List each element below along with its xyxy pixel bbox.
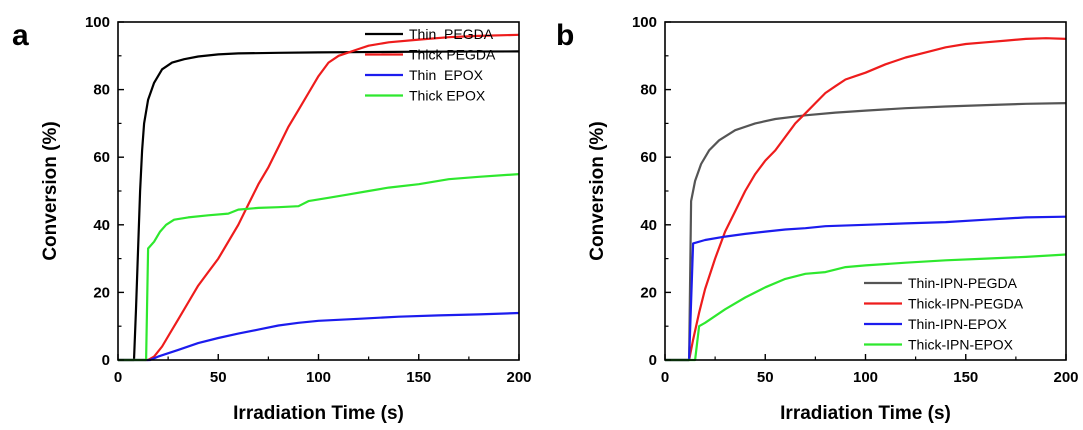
chart-b-x-tick-label-3: 150 (953, 369, 978, 386)
chart-a-x-tick-label-4: 200 (506, 369, 531, 386)
chart-b-y-tick-label-5: 100 (632, 14, 657, 31)
chart-b-y-tick-label-3: 60 (640, 149, 657, 166)
chart-a-x-axis-title: Irradiation Time (s) (233, 403, 404, 424)
chart-a-y-tick-label-1: 20 (93, 284, 110, 301)
chart-a-y-axis-title: Conversion (%) (40, 121, 61, 260)
chart-b-legend-label-0: Thin-IPN-PEGDA (908, 275, 1018, 291)
chart-a-legend: Thin PEGDA Thick PEGDA Thin EPOX Thick EPOX (365, 26, 496, 104)
chart-a-series-line-2 (118, 311, 520, 362)
chart-b-y-tick-label-4: 80 (640, 82, 657, 99)
chart-b-y-tick-label-2: 40 (640, 217, 657, 234)
chart-a-panel-letter: a (12, 19, 29, 52)
chart-b-series-line-1 (665, 37, 1067, 362)
chart-a-legend-label-0: Thin PEGDA (409, 26, 494, 42)
chart-a-x-tick-label-0: 0 (114, 369, 122, 386)
chart-a-legend-label-2: Thin EPOX (409, 67, 484, 83)
chart-a-y-tick-label-2: 40 (93, 217, 110, 234)
chart-b-legend-label-2: Thin-IPN-EPOX (908, 316, 1007, 332)
chart-a-legend-label-1: Thick PEGDA (409, 47, 496, 63)
chart-b-y-tick-label-0: 0 (649, 352, 657, 369)
chart-b-y-axis-title: Conversion (%) (587, 121, 608, 260)
chart-a-x-tick-label-1: 50 (210, 369, 227, 386)
chart-b-series-line-3 (665, 253, 1067, 362)
chart-b-series-line-0 (665, 102, 1067, 362)
chart-b-x-axis-title: Irradiation Time (s) (780, 403, 951, 424)
chart-b-panel-letter: b (556, 19, 574, 52)
chart-a-series-line-1 (118, 33, 520, 362)
chart-a-y-tick-label-0: 0 (102, 352, 110, 369)
chart-b-panel: b 0 50 100 150 200 0 20 40 60 80 100 Irradiation Tim… (556, 14, 1079, 424)
chart-a-x-tick-label-2: 100 (306, 369, 331, 386)
chart-b-x-tick-label-2: 100 (853, 369, 878, 386)
chart-b-x-tick-label-0: 0 (661, 369, 669, 386)
chart-b-x-tick-label-1: 50 (757, 369, 774, 386)
chart-b-legend-label-1: Thick-IPN-PEGDA (908, 296, 1024, 312)
chart-b-y-tick-label-1: 20 (640, 284, 657, 301)
chart-a-series-line-0 (118, 50, 520, 362)
chart-b-legend: Thin-IPN-PEGDA Thick-IPN-PEGDA Thin-IPN-EP… (864, 275, 1024, 353)
chart-a-legend-label-3: Thick EPOX (409, 88, 486, 104)
chart-b-series-line-2 (665, 215, 1067, 362)
chart-a-panel: a 0 50 100 150 200 0 20 40 60 80 100 Irradiation Tim… (12, 14, 532, 424)
chart-a-x-tick-label-3: 150 (406, 369, 431, 386)
chart-a-y-tick-label-5: 100 (85, 14, 110, 31)
chart-a-y-tick-label-3: 60 (93, 149, 110, 166)
chart-b-x-tick-label-4: 200 (1053, 369, 1078, 386)
chart-a-series-line-3 (118, 173, 520, 362)
chart-a-y-tick-label-4: 80 (93, 82, 110, 99)
chart-b-legend-label-3: Thick-IPN-EPOX (908, 337, 1014, 353)
